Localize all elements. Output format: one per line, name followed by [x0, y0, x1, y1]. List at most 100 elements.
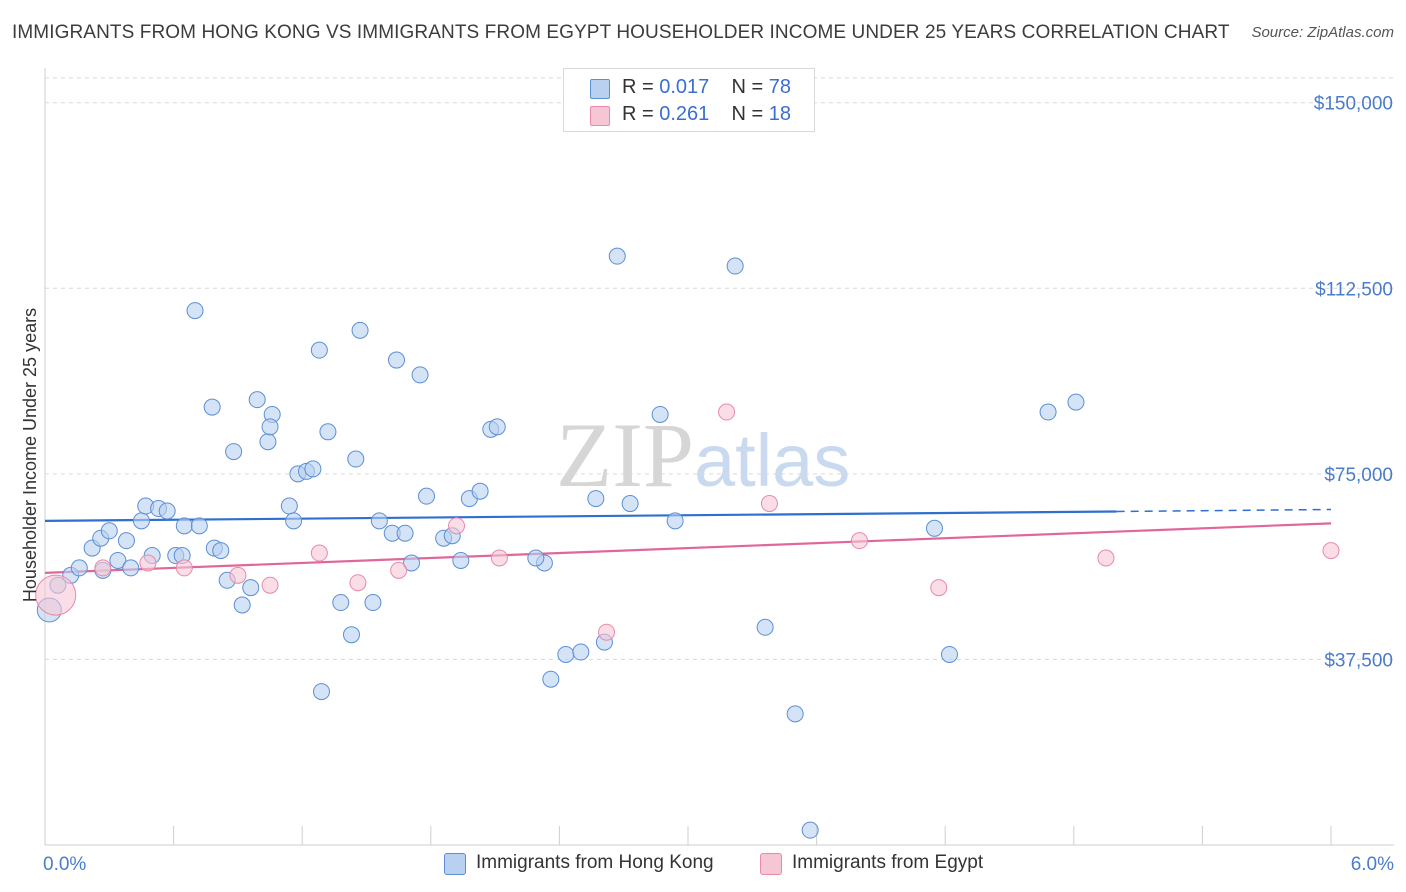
y-tick-label: $37,500 [1324, 650, 1393, 671]
point-hong-kong [203, 398, 221, 416]
point-hong-kong [488, 418, 506, 436]
point-hong-kong [132, 512, 150, 530]
point-hong-kong [304, 460, 322, 478]
point-hong-kong [158, 502, 176, 520]
point-egypt [850, 532, 868, 550]
point-hong-kong [70, 559, 88, 577]
point-hong-kong [666, 512, 684, 530]
point-hong-kong [347, 450, 365, 468]
point-egypt [261, 576, 279, 594]
point-hong-kong [117, 532, 135, 550]
bottom-legend-label-egypt: Immigrants from Egypt [792, 852, 984, 873]
legend-r-label: R = [622, 103, 654, 125]
point-hong-kong [342, 626, 360, 644]
point-hong-kong [388, 351, 406, 369]
point-egypt [760, 495, 778, 513]
point-hong-kong [280, 497, 298, 515]
legend-n-label: N = [731, 103, 764, 125]
point-hong-kong [364, 594, 382, 612]
point-hong-kong [312, 683, 330, 701]
point-hong-kong [726, 257, 744, 275]
point-egypt [229, 566, 247, 584]
point-hong-kong [418, 487, 436, 505]
point-hong-kong [212, 542, 230, 560]
point-egypt [598, 623, 616, 641]
point-egypt [35, 574, 77, 616]
point-hong-kong [109, 551, 127, 569]
point-hong-kong [370, 512, 388, 530]
point-hong-kong [233, 596, 251, 614]
point-hong-kong [651, 405, 669, 423]
point-egypt [139, 554, 157, 572]
data-points [35, 247, 1340, 839]
bottom-legend-swatch-hong-kong [444, 853, 466, 875]
point-egypt [930, 579, 948, 597]
point-egypt [1097, 549, 1115, 567]
trend-line-hong-kong [44, 510, 1117, 522]
bottom-legend-swatch-egypt [760, 853, 782, 875]
legend-r-value-hong-kong: 0.017 [659, 76, 710, 98]
point-hong-kong [452, 551, 470, 569]
point-hong-kong [100, 522, 118, 540]
point-hong-kong [259, 433, 277, 451]
point-hong-kong [310, 341, 328, 359]
legend-n-value-hong-kong: 78 [768, 76, 792, 98]
point-egypt [1322, 542, 1340, 560]
legend-r-label: R = [622, 76, 654, 98]
point-hong-kong [756, 618, 774, 636]
watermark-atlas: atlas [694, 419, 851, 502]
legend-swatch-hong-kong [590, 79, 610, 99]
legend-swatch-egypt [590, 106, 610, 126]
point-hong-kong [1067, 393, 1085, 411]
legend-n-value-egypt: 18 [768, 103, 792, 125]
point-hong-kong [242, 579, 260, 597]
point-hong-kong [122, 559, 140, 577]
point-hong-kong [411, 366, 429, 384]
point-egypt [349, 574, 367, 592]
point-egypt [94, 559, 112, 577]
point-egypt [310, 544, 328, 562]
legend-r-value-egypt: 0.261 [659, 103, 710, 125]
trend-lines [44, 508, 1332, 574]
point-hong-kong [587, 490, 605, 508]
x-tick-label-max: 6.0% [1351, 854, 1394, 875]
point-hong-kong [332, 594, 350, 612]
point-hong-kong [801, 821, 819, 839]
trend-extension-hong-kong [1116, 508, 1332, 513]
y-tick-label: $112,500 [1315, 279, 1393, 300]
y-axis-label: Householder Income Under 25 years [20, 308, 40, 602]
tick-labels: $37,500 $75,000 $112,500 $150,000 0.0% 6.0% [43, 94, 1394, 875]
point-hong-kong [608, 247, 626, 265]
point-hong-kong [225, 443, 243, 461]
point-hong-kong [940, 645, 958, 663]
axes [44, 68, 1394, 846]
point-egypt [448, 517, 466, 535]
grid-lines [45, 77, 1394, 660]
point-hong-kong [542, 670, 560, 688]
point-hong-kong [351, 321, 369, 339]
point-hong-kong [527, 549, 545, 567]
point-hong-kong [175, 517, 193, 535]
point-hong-kong [261, 418, 279, 436]
point-egypt [718, 403, 736, 421]
watermark-zip: ZIP [556, 404, 694, 506]
point-hong-kong [190, 517, 208, 535]
point-hong-kong [186, 302, 204, 320]
point-hong-kong [396, 524, 414, 542]
point-hong-kong [925, 519, 943, 537]
source-label: Source: ZipAtlas.com [1251, 24, 1394, 41]
trend-line-egypt [44, 522, 1332, 574]
point-egypt [175, 559, 193, 577]
point-hong-kong [621, 495, 639, 513]
point-hong-kong [557, 645, 575, 663]
point-egypt [490, 549, 508, 567]
point-hong-kong [403, 554, 421, 572]
x-tick-label-min: 0.0% [43, 854, 86, 875]
watermark: ZIPatlas [556, 402, 850, 508]
y-tick-label: $75,000 [1324, 465, 1393, 486]
point-egypt [390, 561, 408, 579]
point-hong-kong [471, 482, 489, 500]
point-hong-kong [285, 512, 303, 530]
chart-title: IMMIGRANTS FROM HONG KONG VS IMMIGRANTS … [12, 22, 1230, 43]
